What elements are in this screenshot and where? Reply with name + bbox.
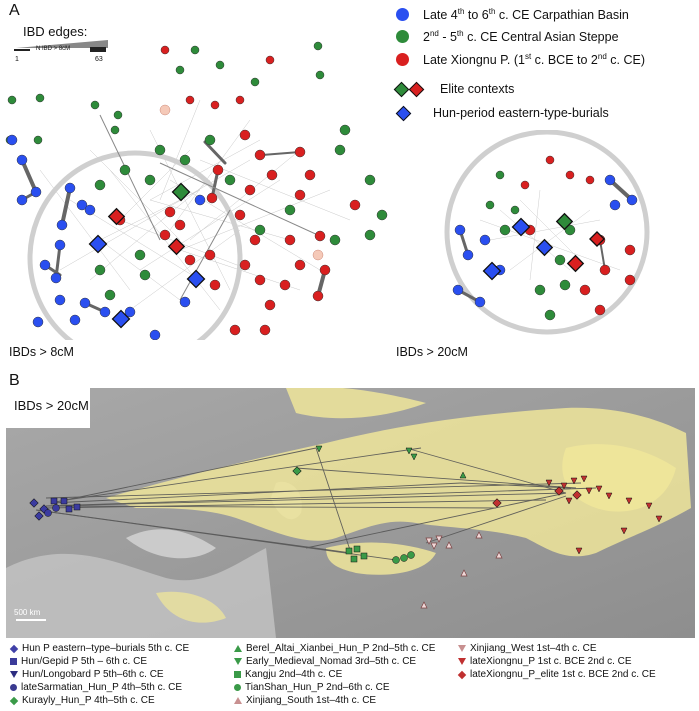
map-legend-item: Xinjiang_South 1st–4th c. CE <box>234 695 376 706</box>
circle-icon <box>234 684 241 691</box>
ibd-edge-max: 63 <box>95 56 103 63</box>
ibd-edge-min: 1 <box>15 56 19 63</box>
map-title: IBDs > 20cM <box>14 398 89 413</box>
red-diamond-icon <box>408 81 425 97</box>
triangle-down-icon <box>10 671 18 678</box>
map-legend-item: lateXiongnu_P_elite 1st c. BCE 2nd c. CE <box>457 669 656 680</box>
caption-8cm: IBDs > 8cM <box>9 345 74 359</box>
legend-text: Late 4th to 6th c. CE Carpathian Basin <box>423 7 629 23</box>
legend-text: Late Xiongnu P. (1st c. BCE to 2nd c. CE… <box>423 52 645 68</box>
legend-item-carpathian: Late 4th to 6th c. CE Carpathian Basin <box>396 7 629 22</box>
map-legend-item: Hun/Longobard P 5th–6th c. CE <box>10 669 164 680</box>
blue-diamond-icon <box>395 105 412 121</box>
map-panel: IBDs > 20cM 500 km <box>6 388 695 638</box>
blue-dot-icon <box>396 8 409 22</box>
legend-item-steppe: 2nd - 5th c. CE Central Asian Steppe <box>396 29 619 44</box>
legend-item-hun-burials: Hun-period eastern-type-burials <box>395 105 609 121</box>
triangle-down-icon <box>458 658 466 665</box>
red-dot-icon <box>396 53 409 67</box>
legend-text: Elite contexts <box>440 82 515 96</box>
triangle-up-icon <box>234 645 242 652</box>
green-dot-icon <box>396 30 409 44</box>
ibd-edge-max-line <box>90 47 106 52</box>
map-legend-item: TianShan_Hun_P 2nd–6th c. CE <box>234 682 390 693</box>
network-ibd-8cm <box>5 41 388 340</box>
square-icon <box>10 658 17 665</box>
caption-20cm: IBDs > 20cM <box>396 345 468 359</box>
map-legend-item: lateSarmatian_Hun_P 4th–5th c. CE <box>10 682 182 693</box>
panel-a-letter: A <box>9 2 20 19</box>
green-diamond-icon <box>393 81 410 97</box>
map-svg <box>6 388 695 638</box>
legend-item-elite: Elite contexts <box>393 81 515 97</box>
diamond-icon <box>9 696 19 705</box>
map-legend-item: Early_Medieval_Nomad 3rd–5th c. CE <box>234 656 416 667</box>
map-legend-item: Hun P eastern–type–burials 5th c. CE <box>9 643 189 654</box>
map-legend-item: lateXiongnu_P 1st c. BCE 2nd c. CE <box>458 656 632 667</box>
map-legend-item: Kurayly_Hun_P 4th–5th c. CE <box>9 695 155 706</box>
map-legend-item: Xinjiang_West 1st–4th c. CE <box>458 643 597 654</box>
map-scale: 500 km <box>14 608 41 617</box>
ibd-edge-min-line <box>14 49 30 51</box>
circle-icon <box>10 684 17 691</box>
map-legend-item: Hun/Gepid P 5th – 6th c. CE <box>10 656 147 667</box>
triangle-down-icon <box>234 658 242 665</box>
diamond-icon <box>457 670 467 679</box>
panel-b-letter: B <box>9 372 20 389</box>
ibd-edge-label: N IBD > 8cM <box>36 46 71 52</box>
ibd-edge-wedge <box>16 40 108 48</box>
map-legend-item: Kangju 2nd–4th c. CE <box>234 669 342 680</box>
triangle-up-hollow-icon <box>234 697 242 704</box>
map-legend-item: Berel_Altai_Xianbei_Hun_P 2nd–5th c. CE <box>234 643 435 654</box>
network-ibd-20cm <box>444 130 650 335</box>
square-icon <box>234 671 241 678</box>
legend-text: 2nd - 5th c. CE Central Asian Steppe <box>423 29 619 45</box>
map-title-box <box>6 388 90 428</box>
ibd-edges-title: IBD edges: <box>23 24 88 39</box>
legend-item-xiongnu: Late Xiongnu P. (1st c. BCE to 2nd c. CE… <box>396 52 645 67</box>
triangle-down-hollow-icon <box>458 645 466 652</box>
diamond-icon <box>9 644 19 653</box>
legend-text: Hun-period eastern-type-burials <box>433 106 609 120</box>
